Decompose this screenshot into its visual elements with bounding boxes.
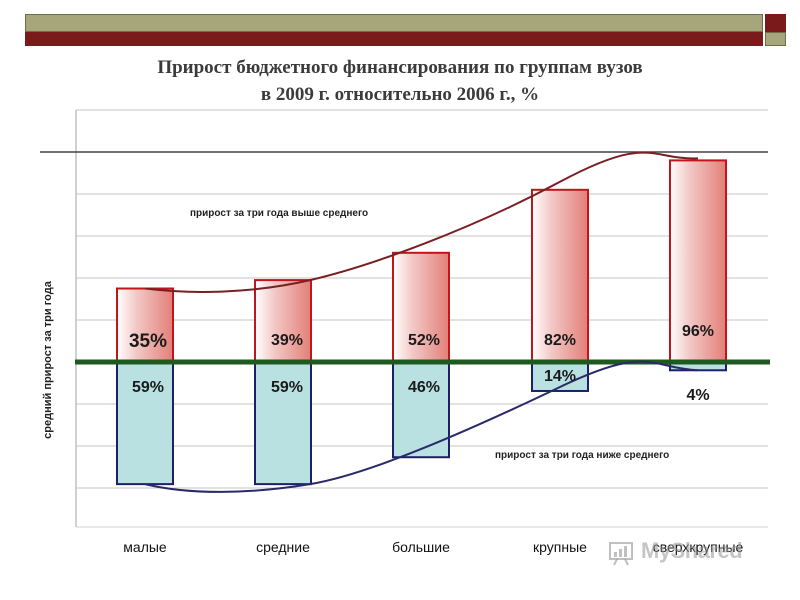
value-label-above: 82% xyxy=(544,332,576,349)
x-tick-label: малые xyxy=(123,539,167,555)
x-tick-label: крупные xyxy=(533,539,587,555)
bar-below-малые xyxy=(116,361,174,486)
bar-above-средние xyxy=(254,279,312,364)
watermark: MyShared xyxy=(609,538,743,566)
annotation-above-average: прирост за три года выше среднего xyxy=(190,208,368,219)
chart-title-line1: Прирост бюджетного финансирования по гру… xyxy=(157,57,643,78)
bar-above-большие xyxy=(392,251,450,363)
value-label-above: 96% xyxy=(682,323,714,340)
banner-square-maroon xyxy=(765,14,786,32)
y-axis-label: средний прирост за три года xyxy=(42,281,54,439)
banner-olive-bar xyxy=(25,14,763,32)
bar-above-сверхкрупные xyxy=(669,159,727,363)
x-tick-label: средние xyxy=(256,539,310,555)
header-banner xyxy=(25,14,786,46)
banner-maroon-bar xyxy=(25,32,763,46)
bar-below-большие xyxy=(392,361,450,459)
value-label-above: 39% xyxy=(271,332,303,349)
upper-trend-curve xyxy=(144,151,699,293)
lower-trend-curve xyxy=(144,360,699,493)
value-label-above: 35% xyxy=(129,331,167,352)
bar-below-средние xyxy=(254,361,312,486)
annotation-below-average: прирост за три года ниже среднего xyxy=(495,450,669,461)
x-tick-label: большие xyxy=(392,539,450,555)
value-label-above: 52% xyxy=(408,332,440,349)
banner-square-olive xyxy=(765,32,786,46)
watermark-text: MyShared xyxy=(641,538,743,563)
value-label-below: 59% xyxy=(271,379,303,396)
value-label-below: 59% xyxy=(132,379,164,396)
value-label-below: 14% xyxy=(544,368,576,385)
chart-title-line2: в 2009 г. относительно 2006 г., % xyxy=(260,84,540,105)
bar-above-крупные xyxy=(531,188,589,363)
watermark-chart-icon xyxy=(609,542,633,566)
value-label-below: 4% xyxy=(686,387,709,404)
x-tick-label: сверхкрупные xyxy=(653,539,744,555)
value-label-below: 46% xyxy=(408,379,440,396)
